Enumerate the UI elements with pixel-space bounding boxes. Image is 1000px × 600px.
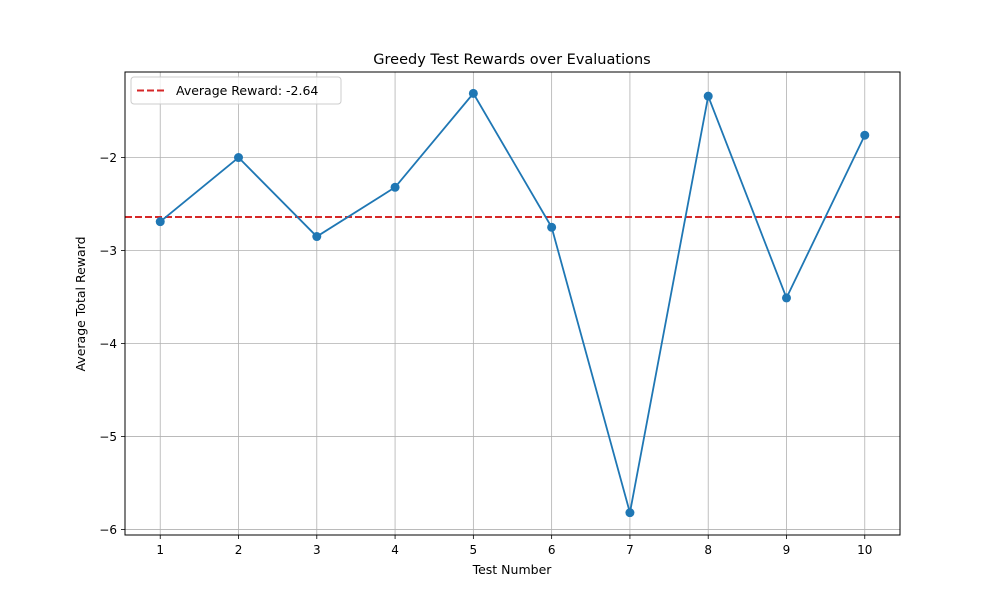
x-axis-ticks: 1 2 3 4 5 6 7 8 9 10: [156, 535, 872, 557]
data-point-marker: [703, 91, 713, 101]
x-tick-label: 10: [857, 543, 872, 557]
x-tick-label: 9: [783, 543, 791, 557]
data-point-marker: [234, 153, 244, 163]
legend-box: [130, 76, 342, 105]
data-point-marker: [155, 217, 165, 227]
x-tick-label: 6: [548, 543, 556, 557]
plot-area-frame: [124, 71, 901, 536]
y-axis-label: Average Total Reward: [73, 236, 88, 371]
data-point-marker: [468, 88, 478, 98]
y-tick-label: −4: [99, 337, 117, 351]
legend: Average Reward: -2.64: [130, 76, 342, 105]
x-tick-label: 4: [391, 543, 399, 557]
y-tick-label: −6: [99, 523, 117, 537]
legend-label-average-reward: Average Reward: -2.64: [176, 83, 318, 98]
y-axis-ticks: −6 −5 −4 −3 −2: [99, 151, 125, 537]
x-tick-label: 1: [156, 543, 164, 557]
x-tick-label: 2: [235, 543, 243, 557]
data-point-marker: [625, 508, 635, 518]
data-point-marker: [390, 182, 400, 192]
x-tick-label: 7: [626, 543, 634, 557]
data-point-marker: [547, 222, 557, 232]
data-point-marker: [860, 130, 870, 140]
data-point-marker: [781, 293, 791, 303]
series-line: [159, 92, 866, 514]
x-tick-label: 5: [470, 543, 478, 557]
x-tick-label: 8: [704, 543, 712, 557]
grid: [125, 72, 900, 535]
x-tick-label: 3: [313, 543, 321, 557]
data-point-marker: [312, 232, 322, 242]
y-tick-label: −5: [99, 430, 117, 444]
y-tick-label: −3: [99, 244, 117, 258]
x-axis-label: Test Number: [472, 562, 553, 577]
series-layer: [155, 88, 870, 518]
y-tick-label: −2: [99, 151, 117, 165]
chart-title: Greedy Test Rewards over Evaluations: [373, 52, 650, 68]
